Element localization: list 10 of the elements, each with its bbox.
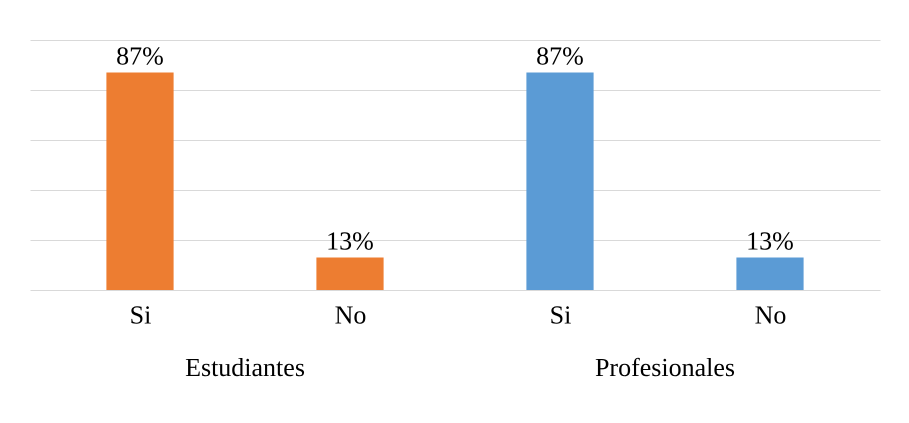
data-label: 87% — [116, 42, 164, 70]
data-label: 13% — [326, 226, 374, 256]
x-tick-label: No — [754, 300, 786, 330]
data-label: 87% — [536, 42, 584, 70]
x-tick-label: No — [334, 300, 366, 330]
x-tick-label: Si — [550, 300, 572, 330]
data-label: 13% — [746, 226, 794, 256]
text: Profesionales — [594, 353, 736, 382]
text: Estudiantes — [185, 353, 305, 382]
x-tick-label: Si — [130, 300, 152, 330]
